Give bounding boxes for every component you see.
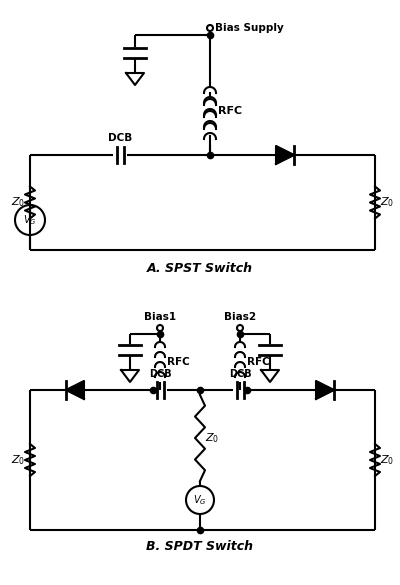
Text: DCB: DCB [229, 369, 251, 379]
Text: $Z_0$: $Z_0$ [380, 453, 394, 467]
Text: Bias1: Bias1 [144, 312, 176, 322]
Text: RFC: RFC [218, 106, 242, 116]
Text: $Z_0$: $Z_0$ [380, 195, 394, 209]
Text: $Z_0$: $Z_0$ [11, 195, 25, 209]
Text: DCB: DCB [149, 369, 171, 379]
Text: $V_G$: $V_G$ [23, 213, 37, 227]
Text: Bias Supply: Bias Supply [215, 23, 284, 33]
Text: RFC: RFC [247, 357, 270, 367]
Polygon shape [276, 146, 294, 164]
Text: Bias2: Bias2 [224, 312, 256, 322]
Text: $V_G$: $V_G$ [193, 493, 207, 507]
Polygon shape [66, 381, 84, 399]
Text: DCB: DCB [108, 133, 132, 143]
Text: RFC: RFC [167, 357, 190, 367]
Text: $Z_0$: $Z_0$ [11, 453, 25, 467]
Text: $Z_0$: $Z_0$ [205, 431, 219, 445]
Text: B. SPDT Switch: B. SPDT Switch [146, 540, 254, 553]
Polygon shape [316, 381, 334, 399]
Text: A. SPST Switch: A. SPST Switch [147, 262, 253, 275]
